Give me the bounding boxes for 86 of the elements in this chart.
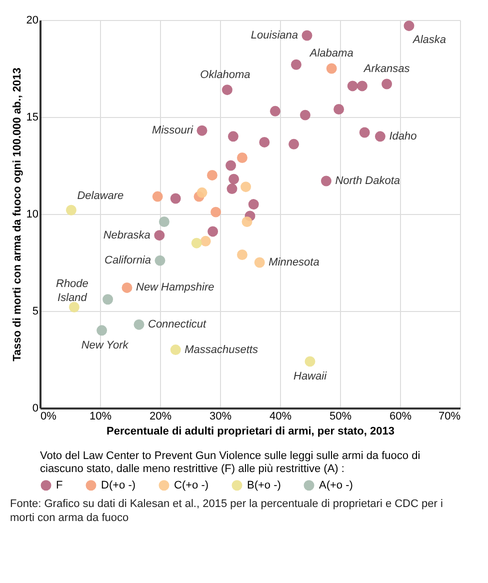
point [288,138,300,150]
legend-title: Voto del Law Center to Prevent Gun Violence sulle leggi sulle armi da fuoco di ciascuno stato, dalle meno restrittive (F) alle più restrittive (A) : [40,450,420,475]
point [226,160,236,171]
point [254,257,265,268]
point [236,250,248,260]
x-axis-title: Percentuale di adulti proprietari di armi, per stato, 2013 [106,426,394,438]
legend-label: A(+o -) [319,479,353,492]
point [242,216,252,227]
point [68,302,80,312]
annotation: Nebraska [103,229,150,242]
point [102,294,114,305]
y-tick-label: 10 [26,208,38,220]
x-tick-label: 50% [329,410,352,422]
point [320,176,332,186]
y-tick-label: 0 [32,402,38,414]
x-tick-label: 60% [389,410,412,422]
point [404,20,414,32]
annotation: Rhode Island [56,278,88,304]
x-tick-label: 10% [89,410,112,422]
point [191,238,202,248]
point [326,63,337,74]
point [134,319,144,330]
point [259,136,270,148]
point [334,104,344,114]
source-note: Fonte: Grafico su dati di Kalesan et al., 2015 per la percentuale di proprietari e CDC per i morti con arma da fuoco [10,497,444,526]
point [170,344,181,356]
point [200,236,211,246]
point [270,106,280,116]
point [359,127,370,138]
x-tick-label: 30% [209,410,232,422]
y-tick-label: 15 [26,112,38,124]
y-axis-title: Tasso di morti con arma da fuoco ogni 100.000 ab., 2013 [11,68,24,362]
annotation: Missouri [152,124,194,137]
annotation: New Hampshire [136,282,214,294]
annotation: Connecticut [148,318,208,331]
point [66,204,76,216]
point [170,193,181,204]
point [382,78,392,90]
point [152,191,163,202]
annotation: Alabama [308,48,354,60]
annotation: Delaware [77,190,124,202]
legend-label: F [56,479,63,492]
legend-label: C(+o -) [174,479,209,492]
point [154,255,166,266]
annotation: Massachusetts [184,344,258,356]
point [226,184,238,194]
point [222,84,232,96]
point [374,131,386,142]
x-tick-label: 20% [149,410,172,422]
point [122,282,132,293]
point [240,182,252,192]
point [236,152,248,163]
point [196,187,208,198]
legend-label: B(+o -) [247,479,281,492]
x-tick-label: 0% [40,410,57,422]
point [228,131,238,142]
annotation: California [104,254,151,267]
point [347,80,358,92]
point [210,206,222,218]
annotation: Arkansas [362,63,410,76]
point [96,325,108,336]
point [208,226,218,237]
annotation: Idaho [389,130,417,142]
point [248,199,259,210]
point [356,80,368,92]
legend-label: D(+o -) [101,479,136,492]
annotation: Hawaii [293,370,328,382]
annotation: North Dakota [335,175,400,188]
annotation: Louisiana [250,30,298,42]
point [158,216,170,227]
y-tick-label: 20 [26,14,38,26]
point [196,125,208,136]
annotation: Alaska [412,34,446,46]
annotation: Oklahoma [200,68,250,81]
point [228,174,240,184]
annotation: New York [81,339,129,352]
point [290,59,302,70]
y-tick-label: 5 [32,306,38,318]
point [302,30,312,41]
point [300,110,310,120]
x-tick-label: 40% [269,410,292,422]
point [304,356,316,367]
x-tick-label: 70% [438,410,461,422]
annotation: Minnesota [268,256,320,268]
point [154,230,165,241]
point [206,170,218,180]
